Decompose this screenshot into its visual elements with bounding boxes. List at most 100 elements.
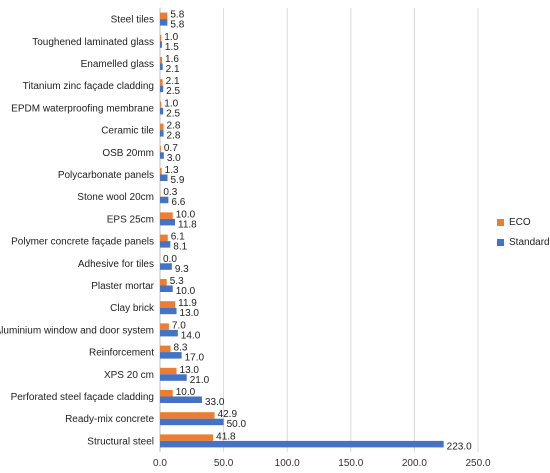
category-label: Structural steel [87,436,154,447]
category-label: Aluminium window and door system [0,325,154,336]
bar-standard [160,107,164,115]
category-label: Clay brick [110,303,155,314]
bar-standard [160,418,224,426]
x-tick-label: 0.0 [153,458,167,469]
category-label: Perforated steel façade cladding [11,392,154,403]
category-label: Ready-mix concrete [65,414,154,425]
data-label-eco: 5.3 [170,276,184,287]
category-label: Toughened laminated glass [32,37,154,48]
data-label-eco: 13.0 [180,365,200,376]
data-label-standard: 10.0 [176,286,196,297]
bar-standard [160,396,202,403]
bar-standard [160,19,168,26]
legend-swatch-eco [497,219,504,226]
bar-eco [160,79,163,86]
bar-eco [160,412,215,419]
data-label-standard: 11.8 [178,219,197,230]
category-label: EPDM waterproofing membrane [11,103,154,114]
bar-standard [160,174,168,181]
bar-standard [160,152,164,159]
data-label-standard: 8.1 [173,242,187,253]
data-label-standard: 50.0 [227,419,247,430]
data-label-standard: 2.8 [167,131,181,142]
data-label-standard: 33.0 [205,397,225,408]
x-tick-label: 50.0 [214,458,234,469]
data-label-eco: 0.3 [163,187,177,198]
category-label: Ceramic tile [101,126,154,137]
x-tick-label: 100.0 [275,458,300,469]
data-label-eco: 10.0 [176,209,196,220]
x-tick-label: 200.0 [402,458,427,469]
bar-eco [160,123,164,131]
bar-eco [160,145,161,153]
bar-standard [160,374,187,381]
bar-eco [160,434,214,441]
category-label: XPS 20 cm [104,370,154,381]
bar-standard [160,263,172,270]
data-label-eco: 42.9 [218,409,238,420]
bar-eco [160,390,173,397]
labels: 0.0 50.0 100.0 150.0 200.0 250.0 Steel tiles 5.… [0,10,491,469]
bar-eco [160,301,176,308]
bar-eco [160,168,162,175]
category-label: Titanium zinc façade cladding [23,81,154,92]
data-label-standard: 1.5 [165,42,179,53]
data-label-eco: 1.0 [164,98,178,109]
data-label-standard: 5.8 [170,20,184,31]
legend: ECO Standard [497,217,550,248]
category-label: Plaster mortar [91,281,154,292]
data-label-standard: 13.0 [180,308,200,319]
data-label-eco: 2.8 [167,121,181,132]
data-label-standard: 21.0 [190,375,210,386]
bar-eco [160,234,168,242]
bar-standard [160,352,182,359]
bar-standard [160,196,169,204]
bar-eco [160,323,169,330]
data-label-eco: 10.0 [176,387,196,398]
legend-swatch-standard [497,239,504,246]
bar-eco [160,367,177,375]
data-label-eco: 41.8 [216,431,236,442]
data-label-eco: 6.1 [171,232,185,243]
category-label: Reinforcement [89,348,154,359]
data-label-standard: 9.3 [175,264,189,275]
category-label: Polymer concrete façade panels [11,237,154,248]
legend-label-eco: ECO [509,217,531,228]
category-label: Stone wool 20cm [77,192,154,203]
data-label-eco: 7.0 [172,320,186,331]
bar-eco [160,345,171,353]
data-label-eco: 0.7 [164,143,178,154]
category-label: Polycarbonate panels [58,170,154,181]
data-label-eco: 0.0 [163,254,177,265]
bar-eco [160,212,173,219]
data-label-standard: 3.0 [167,153,181,164]
bar-standard [160,440,444,448]
category-label: Adhesive for tiles [78,259,154,270]
bar-standard [160,307,177,315]
category-label: Steel tiles [111,15,154,26]
bar-standard [160,241,171,248]
category-label: OSB 20mm [102,148,154,159]
data-label-standard: 6.6 [171,197,185,208]
x-tick-label: 150.0 [338,458,363,469]
x-tick-label: 250.0 [465,458,490,469]
bar-standard [160,63,163,70]
bar-standard [160,85,164,93]
data-label-standard: 5.9 [171,175,185,186]
bar-eco [160,57,163,64]
legend-label-standard: Standard [509,237,550,248]
category-label: Enamelled glass [81,59,154,70]
data-label-standard: 2.5 [166,86,180,97]
bars [160,12,444,448]
bar-eco [160,101,162,108]
data-label-eco: 11.9 [178,298,197,309]
data-label-eco: 8.3 [174,343,188,354]
data-label-standard: 14.0 [181,330,201,341]
bar-eco [160,12,168,20]
data-label-eco: 2.1 [166,76,180,87]
data-label-standard: 17.0 [185,353,205,364]
bar-standard [160,41,162,48]
data-label-standard: 223.0 [447,441,472,452]
